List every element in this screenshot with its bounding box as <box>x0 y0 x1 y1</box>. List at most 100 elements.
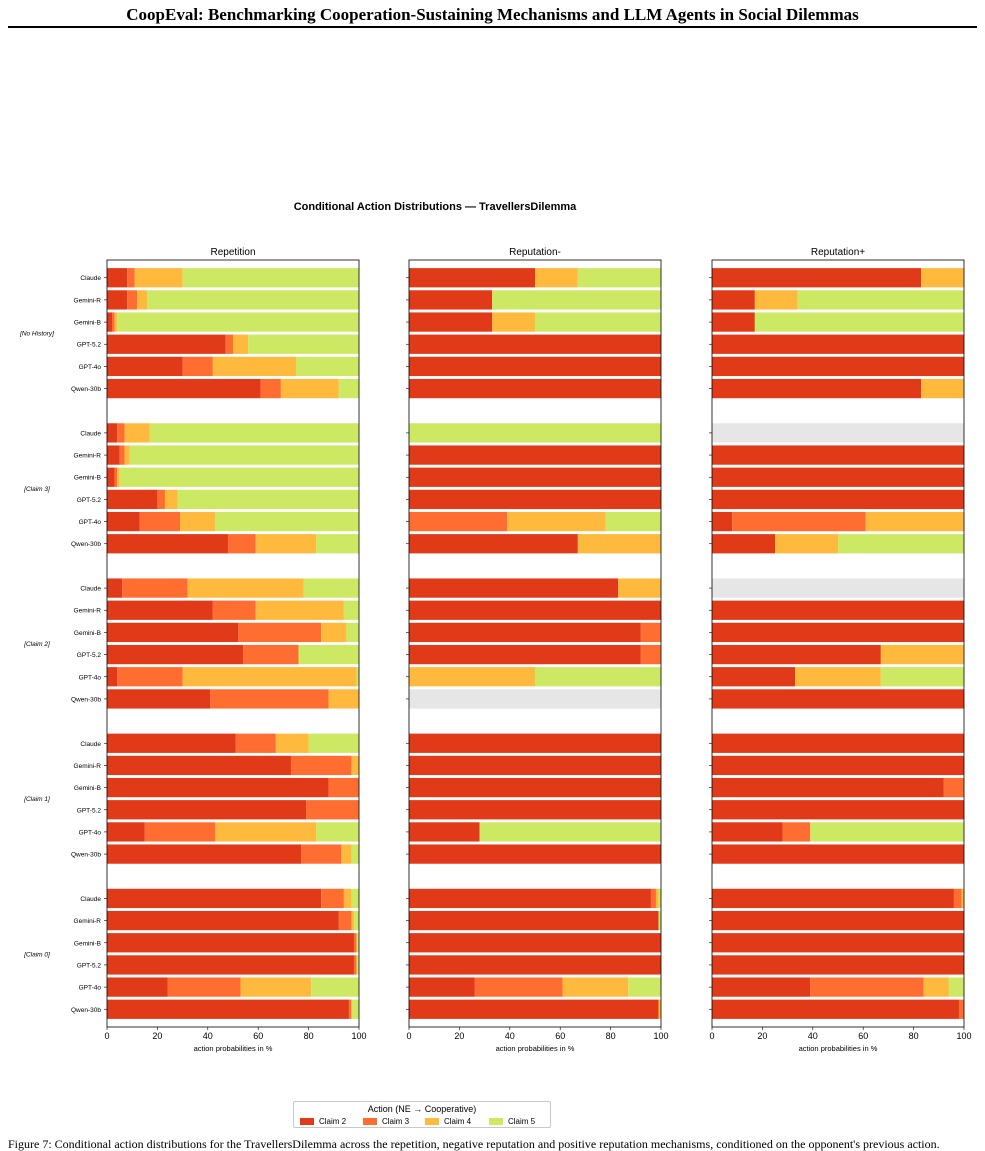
legend-label: Claim 4 <box>444 1117 472 1126</box>
bar-segment-repetition-claim-3-gemini-b-claim-3 <box>114 467 118 487</box>
group-label-claim-0: [Claim 0] <box>23 951 50 958</box>
bar-segment-repetition-claim-0-gpt-4o-claim-2 <box>107 977 168 997</box>
y-tick-label-claim-0-gemini-b: Gemini-B <box>74 940 101 947</box>
bar-segment-reputation-claim-2-gpt-4o-claim-2 <box>712 667 796 687</box>
bar-segment-reputation-claim-1-gpt-5-2-claim-2 <box>712 800 964 820</box>
bar-segment-repetition-claim-2-qwen-30b-claim-4 <box>328 689 359 709</box>
bar-segment-repetition-claim-1-qwen-30b-claim-3 <box>301 844 342 864</box>
y-tick-label-claim-0-gemini-r: Gemini-R <box>74 918 102 925</box>
bar-segment-reputation-no-history-qwen-30b-claim-2 <box>712 378 922 399</box>
bar-segment-repetition-claim-1-gpt-5-2-claim-3 <box>306 800 359 820</box>
bar-segment-reputation-claim-0-claude-claim-2 <box>712 888 954 909</box>
bar-segment-repetition-no-history-gemini-b-claim-4 <box>114 312 118 332</box>
bar-segment-reputation-claim-3-qwen-30b-claim-2 <box>409 534 578 554</box>
bar-segment-repetition-no-history-gemini-b-claim-5 <box>117 312 359 332</box>
x-tick-label-reputation-60: 60 <box>555 1031 565 1041</box>
bar-segment-reputation-no-history-claude-claim-5 <box>577 268 661 288</box>
bar-segment-repetition-claim-3-gemini-b-claim-4 <box>117 467 120 487</box>
bar-segment-reputation-claim-3-qwen-30b-claim-4 <box>775 534 838 554</box>
bar-segment-reputation-claim-0-claude-claim-2 <box>409 888 651 909</box>
bar-segment-repetition-no-history-claude-claim-5 <box>182 268 359 288</box>
y-tick-label-claim-2-qwen-30b: Qwen-30b <box>71 696 101 703</box>
legend-label: Claim 5 <box>508 1117 536 1126</box>
y-tick-label-claim-3-claude: Claude <box>80 430 101 437</box>
bar-segment-repetition-claim-1-gpt-5-2-claim-2 <box>107 800 307 820</box>
y-tick-label-no-history-gpt-4o: GPT-4o <box>79 364 102 371</box>
bar-segment-repetition-claim-3-gemini-r-claim-2 <box>107 445 120 465</box>
bar-segment-reputation-no-history-gpt-5-2-claim-2 <box>409 334 661 354</box>
chart-legend: Action (NE → Cooperative) Claim 2 Claim 3… <box>293 1101 551 1128</box>
bar-segment-repetition-claim-3-gemini-r-claim-3 <box>119 445 125 465</box>
y-tick-label-claim-3-gpt-4o: GPT-4o <box>79 519 102 526</box>
bar-segment-repetition-claim-0-gemini-r-claim-3 <box>338 910 352 931</box>
bar-segment-reputation-claim-0-qwen-30b-claim-2 <box>409 999 659 1019</box>
x-tick-label-reputation-20: 20 <box>454 1031 464 1041</box>
y-tick-label-claim-0-gpt-4o: GPT-4o <box>79 985 102 992</box>
bar-segment-repetition-no-history-gpt-4o-claim-2 <box>107 356 183 377</box>
bar-segment-repetition-no-history-gpt-5-2-claim-2 <box>107 334 226 354</box>
bar-segment-reputation-claim-2-gpt-4o-claim-4 <box>795 667 881 687</box>
y-tick-label-claim-3-gemini-r: Gemini-R <box>74 453 102 460</box>
legend-item-claim-3: Claim 3 <box>363 1117 409 1126</box>
x-tick-label-reputation-100: 100 <box>653 1031 668 1041</box>
bar-no-data-reputation-claim-2-claude <box>712 578 964 598</box>
bar-segment-reputation-claim-3-gemini-r-claim-2 <box>712 445 964 465</box>
bar-segment-repetition-claim-1-gemini-b-claim-2 <box>107 777 329 798</box>
bar-segment-reputation-claim-1-gemini-b-claim-3 <box>943 777 964 798</box>
bar-segment-repetition-claim-3-gemini-r-claim-5 <box>129 445 359 465</box>
bar-segment-reputation-claim-3-claude-claim-5 <box>409 423 661 443</box>
bar-segment-reputation-no-history-gemini-b-claim-5 <box>754 312 964 332</box>
y-tick-label-claim-1-gemini-r: Gemini-R <box>74 763 102 770</box>
bar-segment-reputation-claim-0-claude-claim-3 <box>953 888 962 909</box>
bar-segment-repetition-no-history-gpt-4o-claim-4 <box>212 356 296 377</box>
bar-segment-reputation-claim-0-gemini-b-claim-2 <box>712 933 964 953</box>
bar-segment-reputation-claim-1-gemini-b-claim-2 <box>712 777 944 798</box>
bar-segment-repetition-claim-3-gpt-5-2-claim-5 <box>177 489 359 510</box>
bar-segment-repetition-claim-1-gemini-r-claim-2 <box>107 755 291 776</box>
bar-segment-repetition-no-history-gemini-r-claim-2 <box>107 290 128 310</box>
bar-segment-reputation-claim-2-gpt-4o-claim-4 <box>409 667 535 687</box>
legend-item-claim-5: Claim 5 <box>489 1117 535 1126</box>
bar-segment-repetition-claim-0-gemini-r-claim-2 <box>107 910 339 931</box>
bar-segment-reputation-no-history-claude-claim-2 <box>712 268 922 288</box>
bar-segment-reputation-claim-3-gemini-r-claim-2 <box>409 445 661 465</box>
bar-segment-repetition-claim-2-gpt-4o-claim-2 <box>107 667 118 687</box>
bar-segment-reputation-claim-2-qwen-30b-claim-2 <box>712 689 964 709</box>
x-tick-label-reputation-40: 40 <box>505 1031 515 1041</box>
bar-segment-repetition-claim-3-gpt-5-2-claim-2 <box>107 489 158 510</box>
y-tick-label-claim-1-gemini-b: Gemini-B <box>74 785 101 792</box>
bar-segment-reputation-no-history-gemini-b-claim-4 <box>492 312 535 332</box>
bar-segment-repetition-claim-0-gpt-4o-claim-5 <box>311 977 359 997</box>
bar-segment-reputation-no-history-gemini-r-claim-2 <box>409 290 493 310</box>
bar-segment-repetition-claim-0-gemini-b-claim-2 <box>107 933 354 953</box>
bar-segment-reputation-claim-0-gemini-r-claim-2 <box>409 910 659 931</box>
bar-segment-reputation-no-history-gemini-b-claim-5 <box>535 312 661 332</box>
x-axis-label-reputation: action probabilities in % <box>496 1044 575 1053</box>
bar-segment-repetition-no-history-gpt-4o-claim-5 <box>296 356 359 377</box>
bar-segment-repetition-claim-1-gpt-4o-claim-3 <box>144 822 216 842</box>
figure-caption: Figure 7: Conditional action distributio… <box>8 1137 940 1151</box>
bar-segment-repetition-no-history-qwen-30b-claim-4 <box>280 378 339 399</box>
bar-segment-reputation-claim-0-gpt-4o-claim-3 <box>810 977 924 997</box>
bar-segment-repetition-claim-3-gemini-r-claim-4 <box>124 445 130 465</box>
bar-segment-reputation-claim-2-gpt-5-2-claim-2 <box>712 644 881 665</box>
bar-segment-repetition-claim-0-gemini-b-claim-3 <box>353 933 357 953</box>
bar-segment-reputation-claim-3-gemini-b-claim-2 <box>409 467 661 487</box>
bar-segment-repetition-no-history-gemini-b-claim-2 <box>107 312 113 332</box>
y-tick-label-claim-2-claude: Claude <box>80 586 101 593</box>
bar-segment-reputation-claim-0-gpt-4o-claim-2 <box>409 977 475 997</box>
bar-segment-reputation-claim-2-gemini-b-claim-2 <box>712 622 964 643</box>
bar-segment-repetition-claim-1-qwen-30b-claim-5 <box>351 844 359 864</box>
bar-segment-repetition-claim-3-qwen-30b-claim-4 <box>255 534 317 554</box>
y-tick-label-no-history-qwen-30b: Qwen-30b <box>71 386 101 393</box>
bar-segment-repetition-claim-0-claude-claim-5 <box>351 888 359 909</box>
bar-segment-repetition-claim-0-qwen-30b-claim-2 <box>107 999 349 1019</box>
bar-segment-reputation-claim-2-gpt-4o-claim-5 <box>535 667 661 687</box>
page-header: CoopEval: Benchmarking Cooperation-Susta… <box>0 0 985 30</box>
y-tick-label-claim-2-gpt-5-2: GPT-5.2 <box>77 652 102 659</box>
bar-segment-repetition-claim-2-gpt-4o-claim-4 <box>182 667 357 687</box>
bar-segment-repetition-no-history-claude-claim-2 <box>107 268 128 288</box>
bar-segment-repetition-claim-3-gpt-4o-claim-3 <box>139 511 181 532</box>
bar-segment-repetition-claim-0-qwen-30b-claim-3 <box>348 999 352 1019</box>
legend-item-claim-4: Claim 4 <box>425 1117 471 1126</box>
